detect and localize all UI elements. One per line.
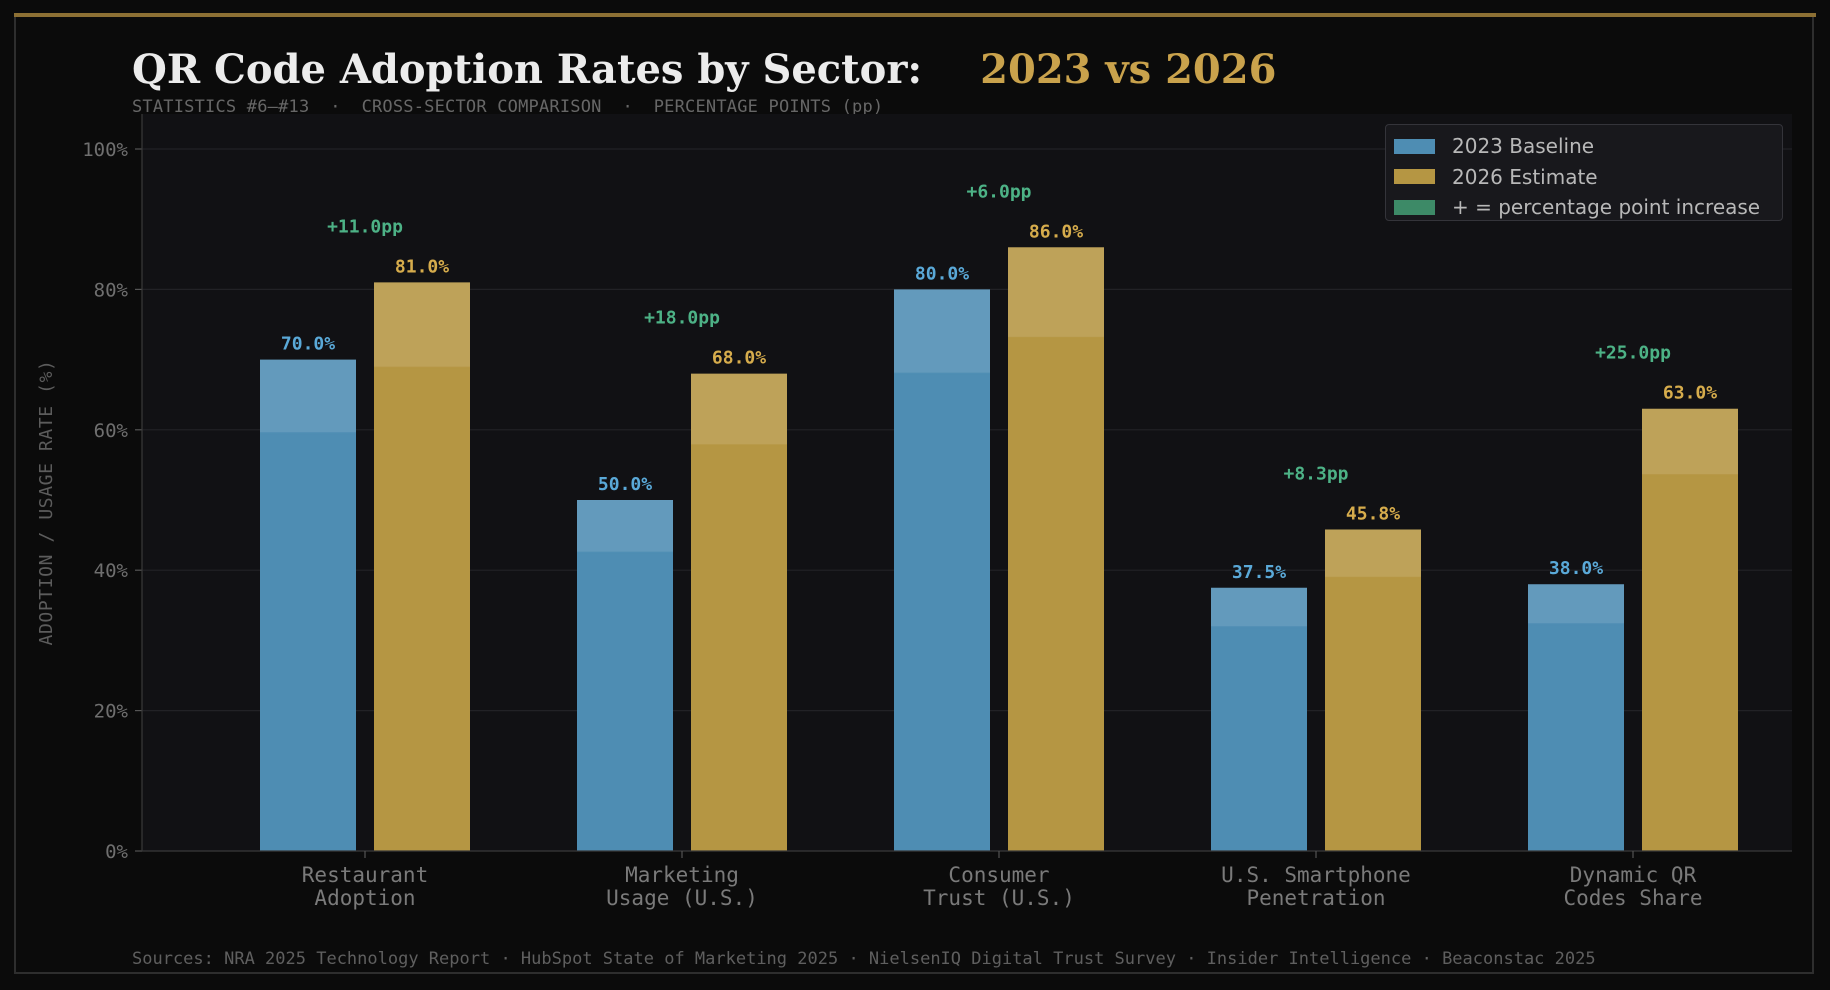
x-category-label: Codes Share bbox=[1563, 886, 1702, 910]
value-label-estimate: 81.0% bbox=[395, 256, 449, 277]
legend-item-estimate: 2026 Estimate bbox=[1394, 162, 1774, 193]
value-label-estimate: 86.0% bbox=[1029, 221, 1083, 242]
data-labels: 70.0% 81.0% +11.0pp 50.0% 68.0% +18.0pp 80.0% 8… bbox=[281, 181, 1717, 582]
bar-highlight-estimate bbox=[691, 373, 787, 446]
increase-annotation: +6.0pp bbox=[966, 181, 1031, 202]
bar-highlight-baseline bbox=[1528, 584, 1624, 625]
increase-annotation: +25.0pp bbox=[1595, 343, 1671, 364]
x-category-label: U.S. Smartphone bbox=[1221, 863, 1411, 887]
x-category-label: Usage (U.S.) bbox=[606, 886, 758, 910]
legend-item-increase: + = percentage point increase bbox=[1394, 192, 1774, 223]
bars bbox=[260, 247, 1738, 851]
increase-annotation: +8.3pp bbox=[1283, 463, 1348, 484]
legend-swatch-baseline bbox=[1394, 138, 1435, 154]
bar-highlight-estimate bbox=[1008, 247, 1104, 338]
y-tick-label: 80% bbox=[94, 279, 129, 301]
bar-highlight-estimate bbox=[1642, 408, 1738, 476]
bar-highlight-baseline bbox=[577, 500, 673, 553]
chart-title-accent: 2023 vs 2026 bbox=[980, 46, 1277, 93]
x-category-label: Restaurant bbox=[302, 863, 428, 887]
bar-highlight-baseline bbox=[894, 289, 990, 374]
bar-estimate bbox=[1642, 408, 1738, 851]
x-category-label: Adoption bbox=[314, 886, 415, 910]
value-label-baseline: 50.0% bbox=[598, 474, 652, 495]
y-tick-label: 0% bbox=[105, 841, 128, 863]
bar-estimate bbox=[1008, 247, 1104, 851]
value-label-baseline: 38.0% bbox=[1549, 558, 1603, 579]
y-tick-label: 60% bbox=[94, 420, 129, 442]
value-label-baseline: 37.5% bbox=[1232, 562, 1286, 583]
bar-highlight-baseline bbox=[1211, 587, 1307, 628]
x-category-label: Penetration bbox=[1246, 886, 1385, 910]
increase-annotation: +11.0pp bbox=[327, 216, 403, 237]
bar-estimate bbox=[691, 373, 787, 851]
legend-label-estimate: 2026 Estimate bbox=[1452, 164, 1598, 189]
legend-swatch-increase bbox=[1394, 199, 1435, 215]
x-category-label: Consumer bbox=[948, 863, 1049, 887]
bar-estimate bbox=[1325, 529, 1421, 851]
bar-baseline bbox=[577, 500, 673, 851]
bar-baseline bbox=[1211, 587, 1307, 851]
legend-label-baseline: 2023 Baseline bbox=[1452, 134, 1595, 159]
bar-baseline bbox=[260, 359, 356, 851]
chart-subtitle: STATISTICS #6–#13 · CROSS-SECTOR COMPARI… bbox=[132, 97, 884, 117]
x-category-label: Marketing bbox=[625, 863, 739, 887]
value-label-estimate: 45.8% bbox=[1346, 503, 1400, 524]
legend-item-baseline: 2023 Baseline bbox=[1394, 131, 1774, 162]
x-category-label: Dynamic QR bbox=[1570, 863, 1697, 887]
legend-swatch-estimate bbox=[1394, 169, 1435, 185]
value-label-baseline: 80.0% bbox=[915, 263, 969, 284]
bar-highlight-baseline bbox=[260, 359, 356, 434]
chart-title-main: QR Code Adoption Rates by Sector: bbox=[132, 46, 923, 93]
top-accent-rule bbox=[14, 13, 1816, 17]
bar-estimate bbox=[374, 282, 470, 851]
value-label-estimate: 68.0% bbox=[712, 348, 766, 369]
axes: 0% 20% 40% 60% 80% 100% ADOPTION / USAGE RATE … bbox=[36, 114, 1792, 910]
legend: 2023 Baseline 2026 Estimate + = percenta… bbox=[1385, 124, 1783, 221]
legend-label-increase: + = percentage point increase bbox=[1452, 195, 1761, 220]
bar-highlight-estimate bbox=[374, 282, 470, 368]
y-tick-label: 20% bbox=[94, 701, 129, 723]
increase-annotation: +18.0pp bbox=[644, 308, 720, 329]
y-axis-title: ADOPTION / USAGE RATE (%) bbox=[36, 360, 57, 646]
bar-baseline bbox=[894, 289, 990, 851]
bar-highlight-estimate bbox=[1325, 529, 1421, 578]
value-label-baseline: 70.0% bbox=[281, 334, 335, 355]
bar-baseline bbox=[1528, 584, 1624, 851]
x-category-label: Trust (U.S.) bbox=[923, 886, 1075, 910]
y-tick-label: 40% bbox=[94, 560, 129, 582]
chart-title: QR Code Adoption Rates by Sector: 2023 vs… bbox=[132, 46, 1276, 93]
sources-note: Sources: NRA 2025 Technology Report · Hu… bbox=[132, 949, 1596, 969]
y-tick-label: 100% bbox=[82, 139, 128, 161]
value-label-estimate: 63.0% bbox=[1663, 383, 1717, 404]
